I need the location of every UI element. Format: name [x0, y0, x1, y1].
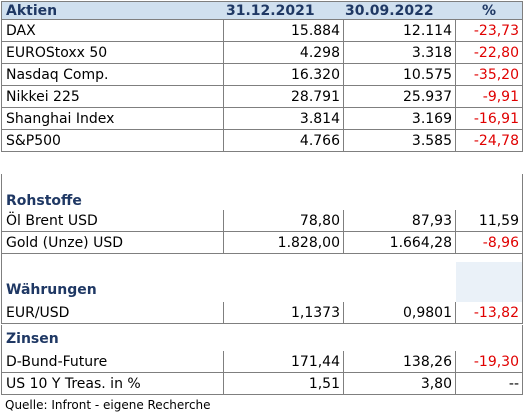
row-value-2021: 4.298	[224, 42, 344, 64]
row-name: Nasdaq Comp.	[1, 64, 224, 86]
row-value-2022: 3.169	[344, 108, 456, 130]
source-note: Quelle: Infront - eigene Recherche	[5, 398, 211, 412]
row-percent: -22,80	[456, 42, 523, 64]
row-percent: -16,91	[456, 108, 523, 130]
row-percent: -13,82	[456, 302, 523, 324]
row-value-2022: 3,80	[344, 373, 456, 395]
row-value-2021: 4.766	[224, 130, 344, 152]
header-date-1: 31.12.2021	[226, 3, 315, 19]
row-percent: -9,91	[456, 86, 523, 108]
row-percent: -24,78	[456, 130, 523, 152]
table-header: Aktien 31.12.2021 30.09.2022 %	[1, 1, 523, 20]
section-zinsen: Zinsen	[6, 331, 59, 347]
row-value-2022: 1.664,28	[344, 232, 456, 254]
row-value-2021: 3.814	[224, 108, 344, 130]
row-value-2021: 171,44	[224, 351, 344, 373]
header-aktien: Aktien	[6, 3, 58, 19]
row-value-2021: 1.828,00	[224, 232, 344, 254]
row-value-2022: 138,26	[344, 351, 456, 373]
row-percent: -8,96	[456, 232, 523, 254]
row-percent: -23,73	[456, 20, 523, 42]
shade-waehrungen	[456, 262, 522, 302]
row-percent: -35,20	[456, 64, 523, 86]
row-value-2021: 16.320	[224, 64, 344, 86]
row-name: EUROStoxx 50	[1, 42, 224, 64]
row-percent: -19,30	[456, 351, 523, 373]
row-value-2021: 28.791	[224, 86, 344, 108]
row-name: S&P500	[1, 130, 224, 152]
row-percent: 11,59	[456, 210, 523, 232]
section-rohstoffe: Rohstoffe	[6, 193, 82, 209]
section-waehrungen: Währungen	[6, 282, 97, 298]
header-date-2: 30.09.2022	[345, 3, 434, 19]
row-value-2022: 87,93	[344, 210, 456, 232]
row-value-2022: 3.585	[344, 130, 456, 152]
row-name: Nikkei 225	[1, 86, 224, 108]
row-percent: --	[456, 373, 523, 395]
row-value-2021: 1,51	[224, 373, 344, 395]
row-value-2022: 0,9801	[344, 302, 456, 324]
row-name: US 10 Y Treas. in %	[1, 373, 224, 395]
row-value-2022: 10.575	[344, 64, 456, 86]
row-name: DAX	[1, 20, 224, 42]
row-value-2022: 3.318	[344, 42, 456, 64]
row-value-2021: 1,1373	[224, 302, 344, 324]
row-name: Shanghai Index	[1, 108, 224, 130]
row-value-2021: 78,80	[224, 210, 344, 232]
row-name: D-Bund-Future	[1, 351, 224, 373]
row-value-2022: 25.937	[344, 86, 456, 108]
row-value-2022: 12.114	[344, 20, 456, 42]
header-percent: %	[482, 3, 497, 19]
row-name: Öl Brent USD	[1, 210, 224, 232]
row-name: EUR/USD	[1, 302, 224, 324]
row-name: Gold (Unze) USD	[1, 232, 224, 254]
row-value-2021: 15.884	[224, 20, 344, 42]
